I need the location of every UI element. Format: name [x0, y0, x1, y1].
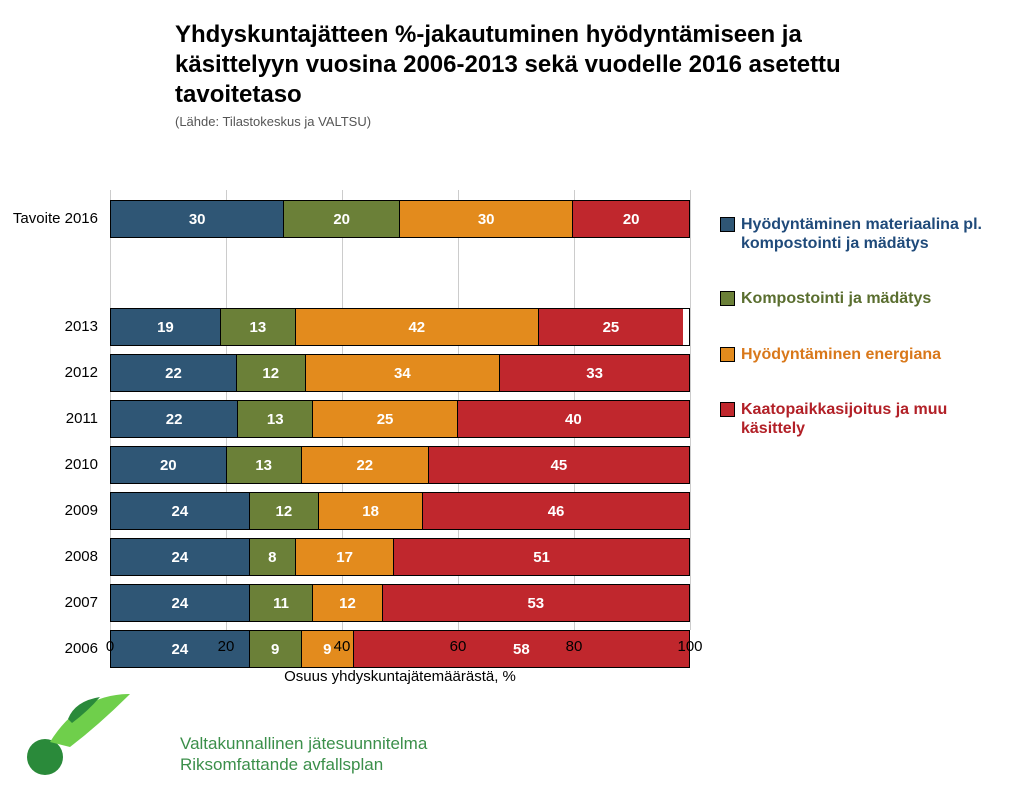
- bar-segment: 22: [111, 355, 237, 391]
- legend-item: Kompostointi ja mädätys: [720, 289, 1000, 308]
- bar-row: 2481751: [110, 538, 690, 576]
- bar-segment: 34: [306, 355, 501, 391]
- bar-segment: 13: [238, 401, 313, 437]
- category-label: 2007: [65, 594, 98, 611]
- bar-segment: 33: [500, 355, 689, 391]
- bar-row: 19134225: [110, 308, 690, 346]
- bar-segment: 20: [573, 201, 689, 237]
- bar-row: 30203020: [110, 200, 690, 238]
- category-label: 2006: [65, 640, 98, 657]
- bar-segment: 42: [296, 309, 539, 345]
- bar-segment: 17: [296, 539, 394, 575]
- footer-logo-line2: Riksomfattande avfallsplan: [180, 754, 427, 775]
- bar-row: 24121846: [110, 492, 690, 530]
- bar-segment: 20: [284, 201, 400, 237]
- x-tick: 20: [218, 638, 235, 655]
- bar-segment: 51: [394, 539, 689, 575]
- x-axis: 020406080100: [110, 638, 690, 658]
- bar-row: 22123433: [110, 354, 690, 392]
- legend-swatch-icon: [720, 291, 735, 306]
- bar-segment: 22: [302, 447, 429, 483]
- legend-item: Hyödyntäminen energiana: [720, 345, 1000, 364]
- bar-segment: 13: [221, 309, 296, 345]
- legend-label: Hyödyntäminen energiana: [741, 345, 941, 364]
- legend-label: Hyödyntäminen materiaalina pl. kompostoi…: [741, 215, 1000, 253]
- x-tick: 100: [677, 638, 702, 655]
- bar-segment: 24: [111, 585, 250, 621]
- bar-segment: 13: [227, 447, 302, 483]
- footer-logo: Valtakunnallinen jätesuunnitelma Riksomf…: [20, 689, 427, 779]
- bar-segment: 24: [111, 493, 250, 529]
- bar-segment: 46: [423, 493, 689, 529]
- bar-segment: 8: [250, 539, 296, 575]
- bar-segment: 25: [539, 309, 684, 345]
- bar-segment: 12: [250, 493, 319, 529]
- x-tick: 60: [450, 638, 467, 655]
- x-tick: 0: [106, 638, 114, 655]
- legend-item: Kaatopaikkasijoitus ja muu käsittely: [720, 400, 1000, 438]
- grid-line: [690, 190, 691, 630]
- bar-segment: 30: [400, 201, 573, 237]
- x-axis-label: Osuus yhdyskuntajätemäärästä, %: [110, 668, 690, 685]
- bar-segment: 12: [237, 355, 306, 391]
- category-label: Tavoite 2016: [13, 210, 98, 227]
- bar-row: 24111253: [110, 584, 690, 622]
- x-tick: 40: [334, 638, 351, 655]
- category-label: 2013: [65, 318, 98, 335]
- legend-item: Hyödyntäminen materiaalina pl. kompostoi…: [720, 215, 1000, 253]
- legend-label: Kaatopaikkasijoitus ja muu käsittely: [741, 400, 1000, 438]
- bar-row: 20132245: [110, 446, 690, 484]
- bar-segment: 40: [458, 401, 689, 437]
- legend-swatch-icon: [720, 347, 735, 362]
- category-label: 2010: [65, 456, 98, 473]
- bar-segment: 19: [111, 309, 221, 345]
- legend-swatch-icon: [720, 402, 735, 417]
- bar-segment: 11: [250, 585, 314, 621]
- category-label: 2009: [65, 502, 98, 519]
- footer-logo-text: Valtakunnallinen jätesuunnitelma Riksomf…: [180, 733, 427, 776]
- chart-plot-area: 30203020Tavoite 201619134225201322123433…: [110, 190, 690, 630]
- bar-segment: 12: [313, 585, 382, 621]
- chart-title: Yhdyskuntajätteen %-jakautuminen hyödynt…: [175, 20, 875, 110]
- legend-swatch-icon: [720, 217, 735, 232]
- x-tick: 80: [566, 638, 583, 655]
- bar-segment: 18: [319, 493, 423, 529]
- bar-segment: 30: [111, 201, 284, 237]
- bar-row: 22132540: [110, 400, 690, 438]
- bar-segment: 20: [111, 447, 227, 483]
- chart-source: (Lähde: Tilastokeskus ja VALTSU): [175, 114, 875, 129]
- bar-segment: 53: [383, 585, 689, 621]
- category-label: 2011: [66, 410, 98, 427]
- legend-label: Kompostointi ja mädätys: [741, 289, 931, 308]
- category-label: 2008: [65, 548, 98, 565]
- category-label: 2012: [65, 364, 98, 381]
- bar-segment: 45: [429, 447, 689, 483]
- bar-segment: 22: [111, 401, 238, 437]
- bar-segment: 25: [313, 401, 458, 437]
- bar-segment: 24: [111, 539, 250, 575]
- footer-logo-line1: Valtakunnallinen jätesuunnitelma: [180, 733, 427, 754]
- chart-legend: Hyödyntäminen materiaalina pl. kompostoi…: [720, 215, 1000, 474]
